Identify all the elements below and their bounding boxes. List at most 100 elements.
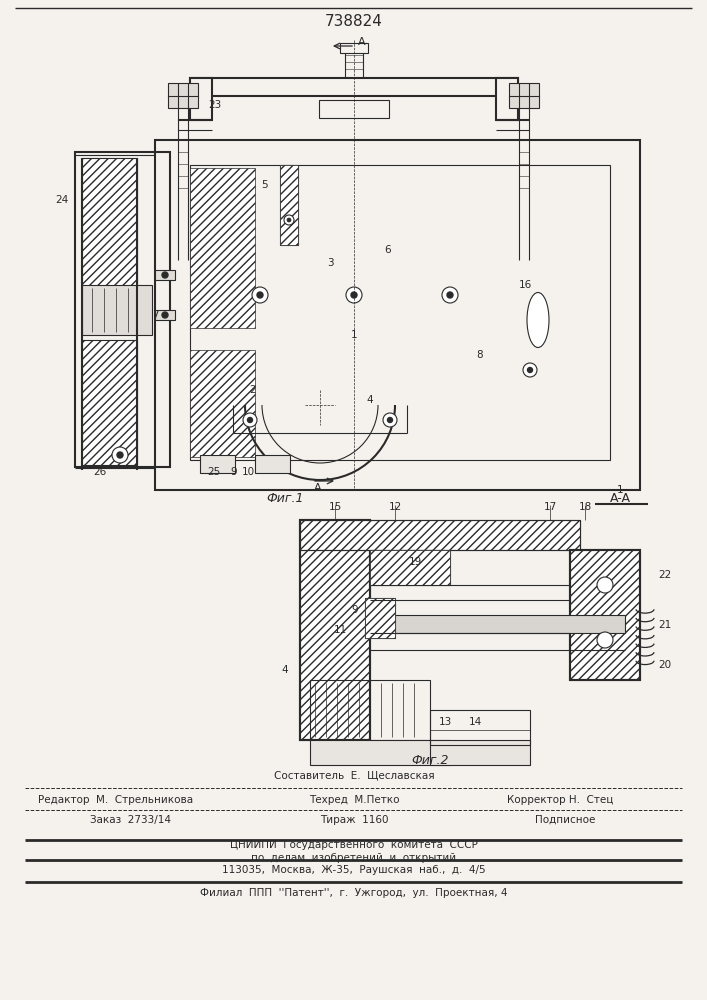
Bar <box>75 152 170 467</box>
Text: Филиал  ППП  ''Патент'',  г.  Ужгород,  ул.  Проектная, 4: Филиал ППП ''Патент'', г. Ужгород, ул. П… <box>200 888 508 898</box>
Bar <box>430 710 530 745</box>
Text: 23: 23 <box>209 100 221 110</box>
Text: 22: 22 <box>658 570 672 580</box>
Text: 2: 2 <box>250 385 257 395</box>
Text: 4: 4 <box>367 395 373 405</box>
Bar <box>82 285 152 335</box>
Circle shape <box>287 218 291 222</box>
Circle shape <box>117 452 123 458</box>
Text: 24: 24 <box>55 195 69 205</box>
Text: A: A <box>314 483 322 493</box>
Bar <box>370 615 625 633</box>
Bar <box>300 520 370 740</box>
Bar <box>370 550 450 585</box>
Text: 9: 9 <box>230 467 238 477</box>
Bar <box>365 598 395 638</box>
Bar <box>509 96 539 108</box>
Bar <box>190 168 255 328</box>
Text: 21: 21 <box>658 620 672 630</box>
Circle shape <box>387 418 392 422</box>
Bar <box>509 83 539 97</box>
Text: A-A: A-A <box>609 491 631 504</box>
Text: Редактор  М.  Стрельникова: Редактор М. Стрельникова <box>38 795 194 805</box>
Circle shape <box>252 287 268 303</box>
Circle shape <box>351 292 357 298</box>
Text: 14: 14 <box>468 717 481 727</box>
Bar <box>319 100 389 118</box>
Text: 25: 25 <box>207 467 221 477</box>
Circle shape <box>442 287 458 303</box>
Text: 15: 15 <box>328 502 341 512</box>
Circle shape <box>162 312 168 318</box>
Text: 18: 18 <box>578 502 592 512</box>
Text: 16: 16 <box>518 280 532 290</box>
Circle shape <box>346 287 362 303</box>
Text: 26: 26 <box>93 467 107 477</box>
Bar <box>570 550 640 680</box>
Text: Составитель  Е.  Щеславская: Составитель Е. Щеславская <box>274 770 434 780</box>
Bar <box>82 158 137 333</box>
Text: Фиг.1: Фиг.1 <box>267 491 304 504</box>
Circle shape <box>597 632 613 648</box>
Text: 11: 11 <box>334 625 346 635</box>
Bar <box>570 550 640 680</box>
Text: 8: 8 <box>477 350 484 360</box>
Bar <box>168 96 198 108</box>
Text: 13: 13 <box>438 717 452 727</box>
Circle shape <box>243 413 257 427</box>
Text: по  делам  изобретений  и  открытий: по делам изобретений и открытий <box>252 853 457 863</box>
Text: 19: 19 <box>409 557 421 567</box>
Text: 4: 4 <box>281 665 288 675</box>
Circle shape <box>523 363 537 377</box>
Text: 17: 17 <box>544 502 556 512</box>
Bar <box>300 520 580 550</box>
Bar <box>280 165 298 245</box>
Bar <box>370 550 450 585</box>
Text: 5: 5 <box>262 180 269 190</box>
Ellipse shape <box>527 292 549 348</box>
Circle shape <box>112 447 128 463</box>
Circle shape <box>247 418 252 422</box>
Text: 3: 3 <box>327 258 333 268</box>
Text: 738824: 738824 <box>325 14 383 29</box>
Bar <box>300 520 370 740</box>
Text: Тираж  1160: Тираж 1160 <box>320 815 388 825</box>
Bar <box>310 740 450 765</box>
Bar <box>190 165 610 460</box>
Text: Заказ  2733/14: Заказ 2733/14 <box>90 815 171 825</box>
Text: 12: 12 <box>388 502 402 512</box>
Text: A: A <box>358 37 366 47</box>
Bar <box>345 48 363 78</box>
Bar <box>280 165 298 245</box>
Circle shape <box>257 292 263 298</box>
Bar <box>82 340 137 465</box>
Bar <box>155 140 640 490</box>
Text: Фиг.2: Фиг.2 <box>411 754 449 766</box>
Text: 20: 20 <box>658 660 672 670</box>
Text: 6: 6 <box>385 245 391 255</box>
Bar <box>200 455 235 473</box>
Circle shape <box>284 215 294 225</box>
Bar <box>190 78 212 120</box>
Bar <box>155 270 175 280</box>
Text: 1: 1 <box>617 485 624 495</box>
Text: 1: 1 <box>351 330 357 340</box>
Text: Корректор Н.  Стец: Корректор Н. Стец <box>507 795 613 805</box>
Bar <box>255 455 290 473</box>
Bar <box>310 680 430 740</box>
Bar <box>190 350 255 457</box>
Bar <box>430 740 530 765</box>
Bar <box>496 78 518 120</box>
Text: ЦНИИПИ  Государственного  комитета  СССР: ЦНИИПИ Государственного комитета СССР <box>230 840 478 850</box>
Text: 10: 10 <box>241 467 255 477</box>
Circle shape <box>597 577 613 593</box>
Text: 9: 9 <box>351 605 358 615</box>
Bar <box>190 78 518 96</box>
Bar <box>365 598 395 638</box>
Circle shape <box>447 292 453 298</box>
Circle shape <box>383 413 397 427</box>
Text: 7: 7 <box>152 310 158 320</box>
Circle shape <box>527 367 532 372</box>
Bar <box>300 520 580 550</box>
Bar <box>340 43 368 53</box>
